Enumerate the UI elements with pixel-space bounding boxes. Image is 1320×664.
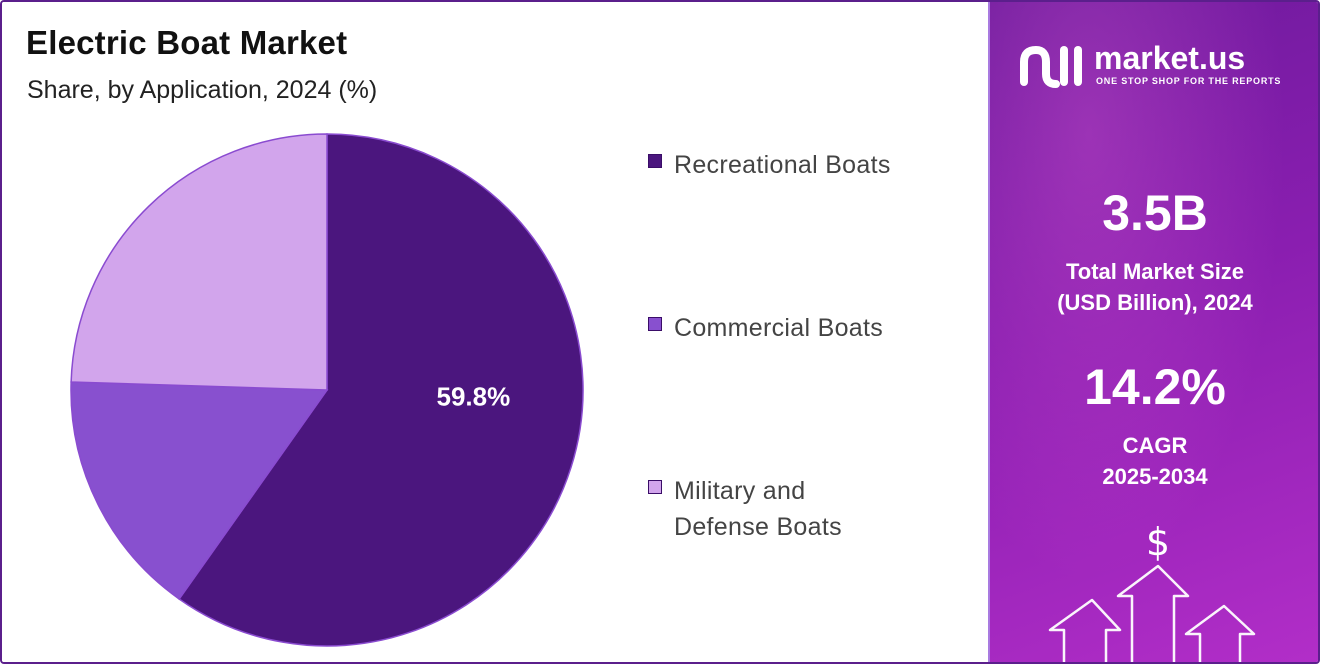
market-us-logo: market.us ONE STOP SHOP FOR THE REPORTS <box>1018 40 1298 96</box>
chart-title: Electric Boat Market <box>26 24 348 61</box>
legend-swatch-commercial <box>648 317 662 331</box>
market-us-logo-icon <box>1020 45 1082 88</box>
legend-label-recreational: Recreational Boats <box>674 151 891 179</box>
cagr-label-line2: 2025-2034 <box>1102 464 1208 489</box>
market-size-label-line2: (USD Billion), 2024 <box>1057 290 1253 315</box>
dollar-icon: $ <box>1145 520 1171 564</box>
legend-swatch-recreational <box>648 154 662 168</box>
pie-chart: 59.8% <box>70 133 584 647</box>
market-size-label-line1: Total Market Size <box>1065 259 1245 284</box>
pie-data-label-0: 59.8% <box>437 381 511 411</box>
market-size-value: 3.5B <box>1102 185 1208 241</box>
pie-slice-military <box>70 133 328 391</box>
chart-panel: Electric Boat Market Share, by Applicati… <box>2 2 988 662</box>
pie-slice-recreational <box>178 133 584 647</box>
growth-arrows-decoration <box>1048 564 1256 662</box>
stats-sidebar: market.us ONE STOP SHOP FOR THE REPORTS … <box>988 2 1318 662</box>
chart-subtitle: Share, by Application, 2024 (%) <box>27 76 378 104</box>
cagr-label-line1: CAGR <box>1122 433 1188 458</box>
pie-slice-commercial <box>70 381 329 601</box>
logo-name: market.us <box>1094 40 1246 76</box>
legend-label-military: Military and Defense Boats <box>674 477 842 541</box>
legend-swatch-military <box>648 480 662 494</box>
legend-label-commercial: Commercial Boats <box>674 314 884 342</box>
logo-tagline: ONE STOP SHOP FOR THE REPORTS <box>1096 76 1282 86</box>
cagr-value: 14.2% <box>1084 359 1226 415</box>
